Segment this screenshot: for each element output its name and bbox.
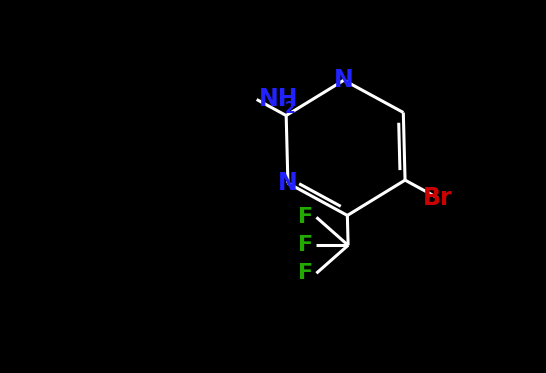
Text: NH: NH — [259, 88, 298, 112]
Text: Br: Br — [423, 186, 453, 210]
Text: N: N — [278, 171, 298, 195]
Text: F: F — [298, 235, 313, 255]
Text: N: N — [334, 68, 354, 92]
Text: F: F — [298, 207, 313, 227]
Text: 2: 2 — [284, 101, 295, 116]
Text: F: F — [298, 263, 313, 283]
